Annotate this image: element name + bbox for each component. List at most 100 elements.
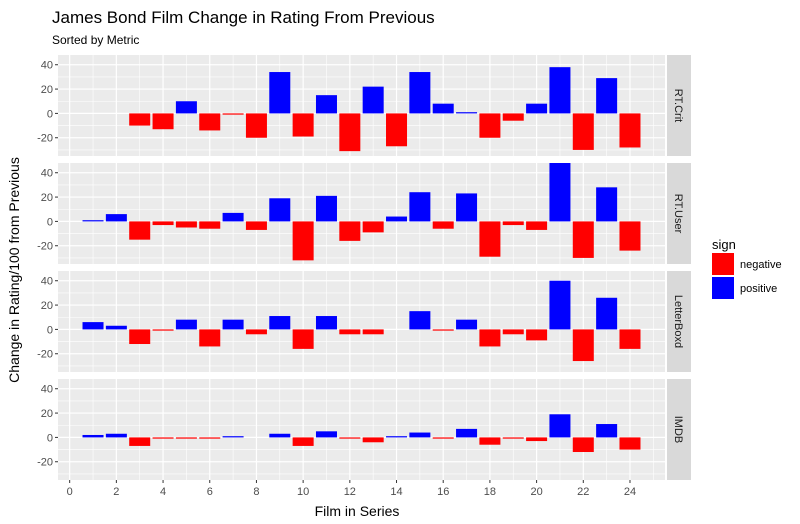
bar-negative — [619, 113, 641, 148]
facet-panel: -20 0 20 40 IMDB — [37, 376, 691, 480]
y-tick-label: 0 — [47, 324, 53, 336]
bar-negative — [386, 113, 408, 147]
y-tick-label: 40 — [41, 384, 53, 396]
bar-positive — [456, 319, 478, 330]
y-tick-label: 0 — [47, 216, 53, 228]
y-tick-label: 40 — [41, 168, 53, 180]
bar-negative — [245, 221, 267, 230]
facet-strip — [667, 55, 691, 156]
bar-negative — [362, 221, 384, 233]
facet-strip-label: RT.Crit — [672, 89, 684, 122]
bar-positive — [386, 216, 408, 222]
bar-positive — [549, 67, 571, 114]
bar-positive — [432, 103, 454, 114]
x-tick-label: 6 — [207, 486, 213, 498]
bar-positive — [549, 414, 571, 438]
bar-positive — [105, 433, 127, 438]
bar-negative — [479, 329, 501, 347]
bar-positive — [456, 193, 478, 222]
bar-negative — [222, 113, 244, 115]
bar-negative — [175, 437, 197, 439]
bar-negative — [502, 221, 524, 226]
bar-negative — [199, 329, 221, 347]
x-tick-label: 14 — [390, 486, 402, 498]
y-tick-label: 20 — [41, 192, 53, 204]
bar-negative — [129, 329, 151, 345]
bar-positive — [315, 95, 337, 114]
bar-negative — [526, 221, 548, 230]
y-tick-label: 40 — [41, 60, 53, 72]
y-axis-title: Change in Rating/100 from Previous — [6, 157, 22, 383]
legend-label-positive: positive — [740, 283, 777, 295]
bar-positive — [409, 192, 431, 222]
bar-negative — [572, 113, 594, 150]
bar-positive — [82, 434, 104, 438]
facet-panel: -20 0 20 40 LetterBoxd — [37, 268, 691, 372]
bar-negative — [572, 221, 594, 258]
bar-negative — [339, 437, 361, 439]
bar-negative — [479, 437, 501, 445]
bar-positive — [105, 214, 127, 222]
bar-negative — [245, 329, 267, 335]
bar-negative — [619, 329, 641, 349]
bar-negative — [432, 329, 454, 331]
x-tick-label: 4 — [160, 486, 166, 498]
legend: sign negative positive — [712, 237, 782, 299]
bar-positive — [105, 325, 127, 330]
bar-positive — [269, 198, 291, 222]
bar-negative — [339, 329, 361, 335]
bar-positive — [549, 280, 571, 330]
x-tick-label: 0 — [67, 486, 73, 498]
bar-negative — [362, 437, 384, 443]
facet-strip-label: RT.User — [672, 194, 684, 234]
panel-background — [58, 379, 665, 480]
chart-subtitle: Sorted by Metric — [52, 33, 139, 47]
bar-negative — [129, 113, 151, 126]
bar-positive — [222, 436, 244, 438]
y-tick-label: -20 — [37, 349, 53, 361]
bar-positive — [269, 316, 291, 330]
bar-negative — [619, 221, 641, 251]
bar-negative — [152, 113, 174, 130]
facet-strip — [667, 379, 691, 480]
bar-negative — [339, 221, 361, 241]
bar-positive — [409, 72, 431, 114]
bar-positive — [596, 187, 618, 222]
bar-positive — [315, 431, 337, 438]
bar-positive — [386, 436, 408, 438]
legend-key-positive — [712, 277, 734, 299]
y-tick-label: -20 — [37, 457, 53, 469]
bar-negative — [152, 329, 174, 331]
x-tick-label: 16 — [437, 486, 449, 498]
y-tick-label: 0 — [47, 108, 53, 120]
bar-negative — [526, 437, 548, 442]
facet-panels: -20 0 20 40 RT.Crit -20 0 20 40 RT.User -20 0 20 40 Le… — [37, 52, 691, 480]
x-tick-label: 2 — [113, 486, 119, 498]
bar-negative — [245, 113, 267, 138]
bar-positive — [596, 297, 618, 330]
bar-negative — [199, 221, 221, 229]
bar-negative — [152, 221, 174, 226]
bar-negative — [502, 437, 524, 439]
facet-panel: -20 0 20 40 RT.User — [37, 160, 691, 264]
bar-negative — [502, 329, 524, 335]
bar-positive — [409, 432, 431, 438]
bar-negative — [152, 437, 174, 439]
bar-positive — [82, 220, 104, 222]
y-tick-label: 0 — [47, 432, 53, 444]
facet-panel: -20 0 20 40 RT.Crit — [37, 52, 691, 156]
y-tick-label: 40 — [41, 276, 53, 288]
bar-positive — [456, 428, 478, 438]
bar-negative — [362, 329, 384, 335]
bar-negative — [292, 437, 314, 446]
legend-title: sign — [712, 237, 736, 252]
bar-positive — [222, 319, 244, 330]
y-tick-label: 20 — [41, 84, 53, 96]
x-axis: 0 2 4 6 8 10 12 14 16 18 20 22 24 — [67, 480, 636, 498]
bar-negative — [432, 437, 454, 439]
bar-negative — [292, 221, 314, 261]
facet-strip — [667, 163, 691, 264]
bar-positive — [175, 101, 197, 114]
bar-negative — [572, 437, 594, 453]
